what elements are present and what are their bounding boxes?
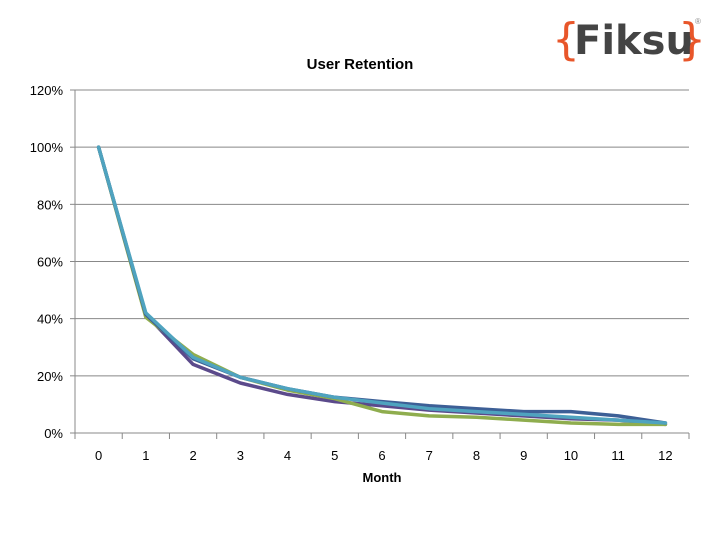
x-axis-tick-labels: 0 1 2 3 4 5 6 7 8 9 10 11 12	[95, 448, 673, 463]
x-tick-label: 7	[426, 448, 433, 463]
y-tick-label: 120%	[30, 83, 64, 98]
chart-title: User Retention	[307, 56, 414, 73]
x-tick-label: 8	[473, 448, 480, 463]
logo-right-brace: }	[678, 14, 702, 65]
x-tick-label: 3	[237, 448, 244, 463]
x-tick-label: 5	[331, 448, 338, 463]
x-axis-title: Month	[363, 470, 402, 485]
x-tick-label: 2	[189, 448, 196, 463]
x-tick-label: 6	[378, 448, 385, 463]
x-tick-label: 10	[564, 448, 578, 463]
x-tick-label: 4	[284, 448, 291, 463]
y-tick-label: 100%	[30, 140, 64, 155]
gridlines	[75, 89, 689, 377]
logo-left-brace: {	[552, 14, 580, 65]
y-tick-label: 0%	[44, 426, 63, 441]
fiksu-logo: { Fiksu } ®	[552, 14, 702, 65]
y-tick-label: 20%	[37, 369, 63, 384]
series-line-1	[96, 145, 668, 427]
x-tick-label: 0	[95, 448, 102, 463]
x-tick-label: 11	[611, 448, 625, 463]
axes	[70, 89, 690, 439]
series-line-4	[96, 145, 668, 425]
logo-wordmark: Fiksu	[574, 18, 694, 64]
y-tick-label: 60%	[37, 255, 63, 270]
y-tick-label: 40%	[37, 312, 63, 327]
y-axis-tick-labels: 0% 20% 40% 60% 80% 100% 120%	[30, 83, 64, 441]
series-lines	[96, 145, 668, 427]
y-tick-label: 80%	[37, 197, 63, 212]
series-line-2	[96, 145, 668, 427]
x-tick-label: 12	[658, 448, 672, 463]
logo-registered-mark: ®	[695, 17, 701, 26]
series-line-3	[96, 145, 668, 425]
x-tick-label: 9	[520, 448, 527, 463]
x-tick-label: 1	[142, 448, 149, 463]
